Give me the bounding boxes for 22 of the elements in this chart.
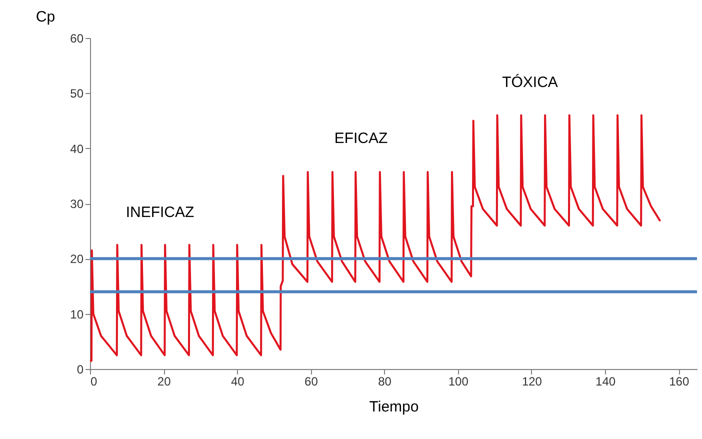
y-tick-label: 30 — [70, 197, 84, 211]
x-tick-label: 80 — [378, 374, 392, 388]
x-tick-label: 140 — [596, 374, 616, 388]
y-tick-label: 60 — [70, 32, 84, 46]
y-tick-label: 0 — [76, 362, 84, 376]
y-tick-label: 20 — [70, 252, 84, 266]
x-tick-label: 60 — [304, 374, 318, 388]
x-tick-label: 20 — [157, 374, 172, 388]
y-tick-label: 40 — [70, 142, 84, 156]
annotation: TÓXICA — [502, 73, 558, 91]
x-tick-label: 100 — [448, 374, 469, 388]
x-tick-label: 40 — [230, 374, 245, 388]
x-tick-label: 120 — [522, 374, 542, 388]
x-axis-title: Tiempo — [369, 398, 419, 416]
y-tick-label: 50 — [70, 86, 84, 101]
x-tick-label: 160 — [669, 374, 690, 388]
annotation: EFICAZ — [334, 130, 388, 147]
y-axis-title: Cp — [36, 8, 56, 26]
y-tick-label: 10 — [70, 307, 84, 322]
x-tick-label: 0 — [90, 374, 98, 388]
line-series — [89, 114, 662, 362]
annotation: INEFICAZ — [126, 204, 194, 221]
